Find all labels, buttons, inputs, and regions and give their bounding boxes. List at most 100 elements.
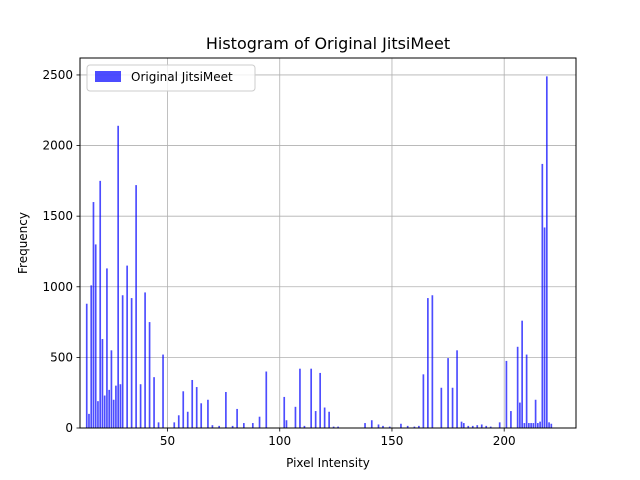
histogram-bar (265, 371, 268, 428)
histogram-bar (283, 396, 286, 428)
chart-title: Histogram of Original JitsiMeet (206, 34, 450, 53)
histogram-bar (550, 423, 553, 428)
histogram-bar (310, 368, 313, 428)
histogram-bar (400, 423, 402, 428)
histogram-bar (413, 426, 416, 428)
histogram-bar (406, 425, 409, 428)
histogram-bar (285, 420, 288, 428)
histogram-bar (236, 408, 238, 428)
histogram-bar (242, 423, 245, 428)
histogram-bar (258, 416, 261, 428)
x-tick-label: 150 (381, 434, 404, 448)
histogram-bar (467, 425, 470, 428)
histogram-bar (101, 339, 104, 428)
legend-swatch (95, 71, 121, 82)
histogram-bar (182, 391, 185, 428)
histogram-bar (548, 422, 550, 428)
histogram-bar (476, 425, 479, 428)
histogram-bar (377, 424, 380, 428)
histogram-bar (498, 422, 501, 428)
histogram-bar (510, 411, 512, 428)
histogram-bar (537, 423, 539, 428)
histogram-bar (92, 202, 95, 428)
y-tick-label: 1000 (42, 280, 73, 294)
y-tick-label: 0 (65, 421, 73, 435)
grid-lines (80, 58, 576, 429)
histogram-bar (328, 411, 330, 428)
histogram-bar (539, 421, 541, 428)
histogram-bar (541, 163, 544, 429)
histogram-bar (523, 423, 526, 428)
histogram-bar (319, 372, 321, 428)
histogram-bar (126, 265, 128, 428)
histogram-bar (157, 422, 160, 428)
histogram-bar (337, 426, 339, 428)
histogram-bar (225, 391, 227, 428)
histogram-bar (422, 374, 425, 428)
histogram-bar (130, 298, 133, 428)
histogram-bar (485, 425, 488, 428)
y-tick-label: 1500 (42, 209, 73, 223)
histogram-bar (117, 125, 119, 429)
histogram-bar (543, 227, 546, 428)
histogram-bar (99, 180, 102, 428)
x-tick-label: 50 (160, 434, 175, 448)
legend-box (86, 64, 256, 92)
histogram-bar (106, 268, 108, 428)
x-axis-ticks: 50 100 150 200 (160, 428, 516, 448)
histogram-bar (144, 292, 146, 428)
y-tick-label: 2000 (42, 139, 73, 153)
histogram-bar (177, 415, 180, 428)
histogram-bar (530, 423, 532, 428)
histogram-bar (207, 399, 209, 428)
histogram-bar (162, 354, 164, 428)
histogram-bar (528, 423, 530, 428)
histogram-bar (94, 244, 97, 428)
y-axis-ticks: 0 500 1000 1500 2000 2500 (42, 68, 80, 435)
histogram-bar (388, 426, 391, 428)
histogram-bar (462, 423, 465, 428)
histogram-bar (532, 423, 535, 428)
histogram-bar (299, 368, 301, 428)
histogram-bar (440, 387, 443, 428)
histogram-bar (382, 425, 384, 428)
histogram-bar (525, 354, 528, 428)
histogram-bar (103, 395, 106, 428)
histogram-bar (471, 425, 474, 428)
histogram-bar (218, 425, 220, 428)
x-tick-label: 100 (268, 434, 291, 448)
histogram-bar (418, 425, 420, 428)
histogram-bar (90, 285, 93, 428)
histogram-bar (456, 350, 458, 428)
histogram-bar (112, 399, 115, 428)
histogram-bar (534, 399, 537, 428)
histogram-bar (447, 358, 449, 428)
legend-label: Original JitsiMeet (131, 70, 233, 84)
histogram-bar (332, 426, 335, 428)
legend: Original JitsiMeet (86, 64, 256, 92)
histogram-bar (370, 420, 373, 428)
histogram-bar (173, 422, 176, 428)
histogram-bar (364, 423, 366, 428)
histogram-bar (115, 385, 117, 428)
histogram-bar (110, 350, 113, 428)
histogram-bar (148, 322, 151, 428)
histogram-bar (489, 426, 492, 428)
plot-area-frame (79, 57, 577, 429)
histogram-bar (119, 384, 122, 428)
histogram-bar (480, 424, 483, 428)
histogram-bar (519, 402, 521, 428)
histogram-bar (294, 406, 297, 428)
histogram-bar (505, 360, 508, 428)
histogram-bar (108, 389, 111, 428)
histogram-bars (85, 76, 553, 429)
y-tick-label: 500 (50, 350, 73, 364)
histogram-bar (97, 401, 99, 428)
histogram-bar (231, 425, 234, 428)
histogram-bar (200, 403, 203, 428)
x-axis-label: Pixel Intensity (286, 456, 370, 470)
histogram-bar (314, 411, 317, 428)
histogram-bar (191, 379, 194, 428)
histogram-bar (88, 413, 90, 428)
